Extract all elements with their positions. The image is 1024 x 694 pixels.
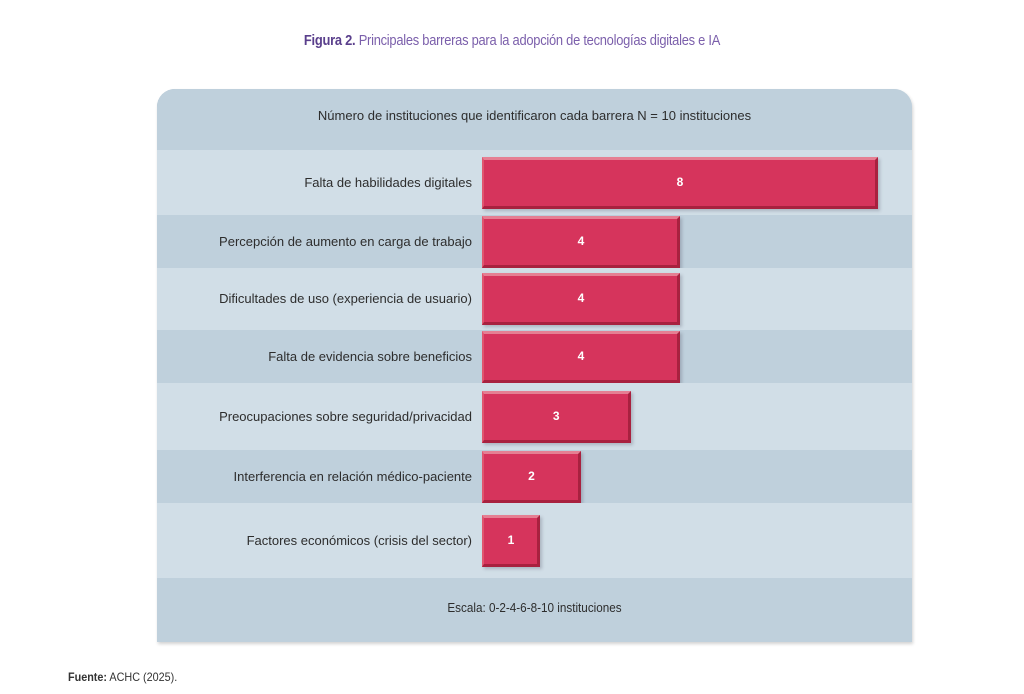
chart-row: Factores económicos (crisis del sector) 1 (157, 503, 912, 578)
chart-row: Preocupaciones sobre seguridad/privacida… (157, 383, 912, 450)
category-label: Falta de evidencia sobre beneficios (268, 348, 472, 364)
chart-row: Interferencia en relación médico-pacient… (157, 450, 912, 503)
bar (482, 390, 631, 443)
chart-row: Percepción de aumento en carga de trabaj… (157, 215, 912, 268)
bar-value-label: 4 (577, 233, 585, 248)
bar (482, 273, 680, 325)
figure-source: Fuente: ACHC (2025). (68, 670, 177, 684)
category-label: Falta de habilidades digitales (304, 174, 472, 190)
bar-value-label: 4 (577, 291, 585, 305)
category-label: Factores económicos (crisis del sector) (246, 532, 472, 548)
bar-value-label: 1 (507, 532, 515, 547)
figure-number: Figura 2. (303, 32, 356, 49)
chart-header-text: Número de instituciones que identificaro… (317, 108, 752, 123)
chart-footer-band: Escala: 0-2-4-6-8-10 instituciones (157, 578, 912, 642)
category-label: Dificultades de uso (experiencia de usua… (219, 291, 472, 306)
chart-scale-note: Escala: 0-2-4-6-8-10 instituciones (447, 600, 622, 615)
bar (482, 156, 878, 209)
chart-row: Falta de habilidades digitales 8 (157, 150, 912, 215)
source-label: Fuente: (68, 670, 108, 684)
category-label: Preocupaciones sobre seguridad/privacida… (219, 408, 472, 424)
bar-value-label: 8 (676, 174, 684, 189)
chart-row: Dificultades de uso (experiencia de usua… (157, 268, 912, 330)
bar (482, 450, 581, 503)
source-text: ACHC (2025). (109, 670, 178, 684)
category-label: Interferencia en relación médico-pacient… (233, 468, 472, 484)
bar-value-label: 4 (577, 348, 585, 363)
bar (482, 514, 540, 567)
figure-title: Figura 2. Principales barreras para la a… (72, 32, 953, 49)
bar (482, 215, 680, 268)
chart-panel: Número de instituciones que identificaro… (157, 89, 912, 642)
figure-title-text: Principales barreras para la adopción de… (358, 32, 721, 49)
bar-value-label: 2 (528, 468, 535, 483)
chart-header-band: Número de instituciones que identificaro… (157, 89, 912, 150)
bar-value-label: 3 (552, 408, 560, 423)
category-label: Percepción de aumento en carga de trabaj… (219, 233, 472, 249)
bar (482, 330, 680, 383)
chart-row: Falta de evidencia sobre beneficios 4 (157, 330, 912, 383)
